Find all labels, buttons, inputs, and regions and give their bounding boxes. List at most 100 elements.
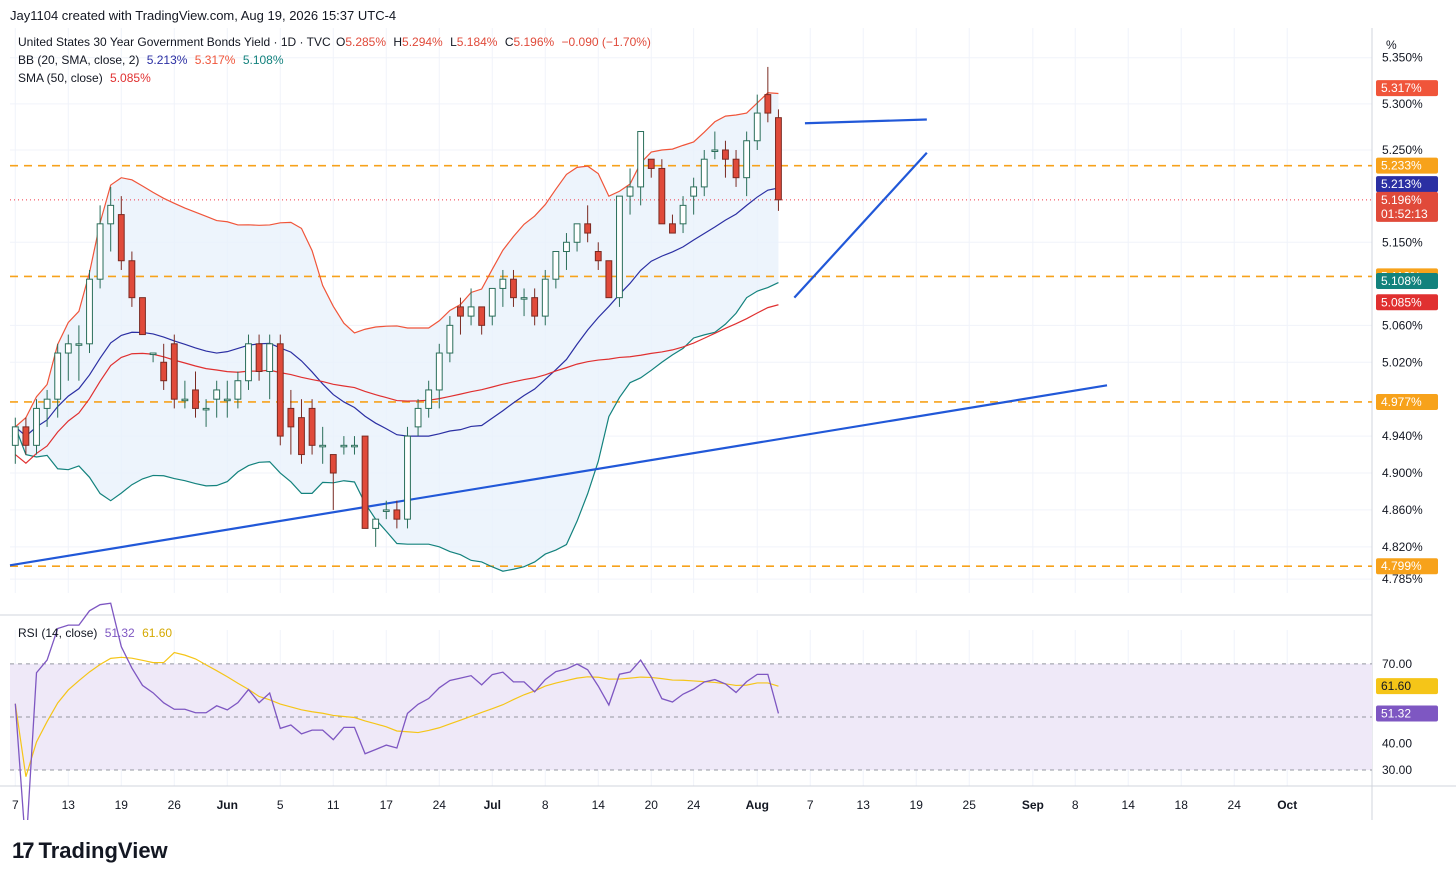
price-label: 5.108% (1376, 273, 1438, 290)
candle-body (690, 186, 698, 197)
y-tick-label: 5.300% (1382, 97, 1423, 111)
price-label-text: 5.196% (1381, 193, 1422, 207)
candle-body (202, 407, 210, 411)
candle (255, 334, 263, 381)
price-label-box (1376, 80, 1438, 97)
legend-o-value: 5.285% (345, 35, 387, 49)
price-label: 4.799% (1376, 558, 1438, 575)
candle (594, 242, 602, 270)
candle (690, 177, 698, 215)
candle (563, 233, 570, 270)
y-tick-label: 5.150% (1382, 235, 1423, 249)
price-label: 5.213% (1376, 176, 1438, 193)
candle-body (192, 389, 199, 409)
legend-change: −0.090 (−1.70%) (561, 35, 651, 49)
candle (287, 389, 295, 455)
candle-body (33, 407, 40, 446)
candle-body (107, 204, 115, 225)
axis-unit: % (1386, 38, 1397, 52)
candle-body (11, 426, 19, 446)
axes: 5.350% 5.300% 5.250% 5.150% 5.060% 5.020% 4.94… (12, 51, 1423, 812)
candle-body (223, 398, 231, 402)
candle-body (478, 306, 486, 326)
price-label-text: 51.32 (1381, 706, 1411, 720)
x-tick-label: Jul (484, 798, 501, 812)
trendline-0 (9, 384, 1108, 567)
price-label: 5.085% (1376, 294, 1438, 311)
candle-body (669, 223, 676, 234)
legend-bb-basis: 5.213% (146, 53, 188, 67)
candle (308, 399, 316, 455)
candle (266, 334, 274, 400)
candle (181, 380, 189, 409)
x-tick-label: Jun (217, 798, 238, 812)
candle-body (64, 343, 72, 354)
candle-body (563, 241, 570, 253)
bb-fill-area (15, 92, 779, 572)
tradingview-logo[interactable]: 17 TradingView (12, 838, 168, 864)
candle-body (510, 278, 517, 299)
candle-body (616, 195, 623, 299)
x-tick-label: 20 (645, 798, 659, 812)
price-label-text: 5.085% (1381, 295, 1422, 309)
candle (722, 140, 729, 178)
candle-body (255, 343, 263, 372)
candle-body (584, 223, 592, 234)
y-tick-label: 4.785% (1382, 572, 1423, 586)
candle-body (594, 251, 602, 262)
candle-body (626, 186, 634, 197)
candle (372, 518, 380, 547)
candle (351, 436, 358, 455)
candle-body (637, 131, 645, 188)
horizontal-levels (10, 164, 1372, 568)
legend-main: United States 30 Year Government Bonds Y… (18, 35, 655, 49)
candle-body (298, 417, 305, 456)
candle-body (266, 343, 274, 372)
candle-body (308, 407, 316, 446)
candle (22, 417, 30, 455)
candle (329, 454, 337, 510)
price-label-text: 5.317% (1381, 81, 1422, 95)
x-tick-label: 11 (327, 798, 340, 812)
candle (679, 196, 687, 234)
y-tick-label: 4.940% (1382, 429, 1423, 443)
candle-body (732, 158, 740, 179)
candle (605, 260, 613, 299)
chart-svg[interactable]: 5.350% 5.300% 5.250% 5.150% 5.060% 5.020% 4.94… (0, 28, 1456, 850)
candle-body (700, 158, 708, 188)
candle (488, 287, 496, 326)
candle (435, 343, 443, 409)
candle-body (743, 140, 751, 179)
x-tick-label: 19 (115, 798, 129, 812)
candle-body (775, 117, 782, 201)
candle (446, 316, 454, 363)
x-tick-label: 8 (1072, 798, 1079, 812)
candle (128, 251, 136, 307)
legend-bb-lower: 5.108% (242, 53, 284, 67)
bb-upper-line (14, 92, 779, 428)
chart-area[interactable]: 5.350% 5.300% 5.250% 5.150% 5.060% 5.020% 4.94… (0, 28, 1456, 850)
legend-c-label: C (504, 35, 514, 49)
candle-body (404, 435, 411, 520)
legend-sma: SMA (50, close) 5.085% (18, 71, 155, 85)
x-tick-label: 24 (433, 798, 447, 812)
candle-body (382, 509, 390, 512)
candle-body (605, 260, 613, 299)
candle-body (351, 444, 358, 448)
candle-body (128, 260, 136, 299)
x-tick-label: 7 (807, 798, 814, 812)
x-tick-label: 24 (1228, 798, 1242, 812)
candle-body (181, 398, 189, 402)
bb-lower-line (14, 282, 779, 572)
price-label-box (1376, 273, 1438, 290)
x-tick-label: Oct (1277, 798, 1297, 812)
legend-rsi-label: RSI (14, close) (18, 626, 98, 640)
candle (64, 334, 72, 381)
candle-body (149, 352, 157, 356)
candle-body (276, 343, 284, 437)
candle-body (75, 343, 83, 346)
candle-body (117, 214, 125, 262)
candle-body (499, 278, 507, 289)
candle-body (446, 324, 454, 354)
candle (117, 196, 125, 270)
